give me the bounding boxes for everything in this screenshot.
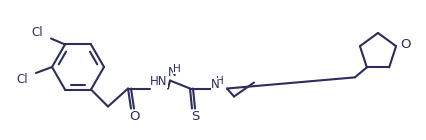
Text: N: N <box>167 66 176 79</box>
Text: S: S <box>191 110 199 123</box>
Text: N: N <box>210 78 219 91</box>
Text: O: O <box>400 38 410 51</box>
Text: Cl: Cl <box>31 26 43 39</box>
Text: HN: HN <box>150 75 168 88</box>
Text: H: H <box>173 64 181 74</box>
Text: H: H <box>216 75 224 86</box>
Text: O: O <box>129 110 139 123</box>
Text: Cl: Cl <box>16 73 28 86</box>
